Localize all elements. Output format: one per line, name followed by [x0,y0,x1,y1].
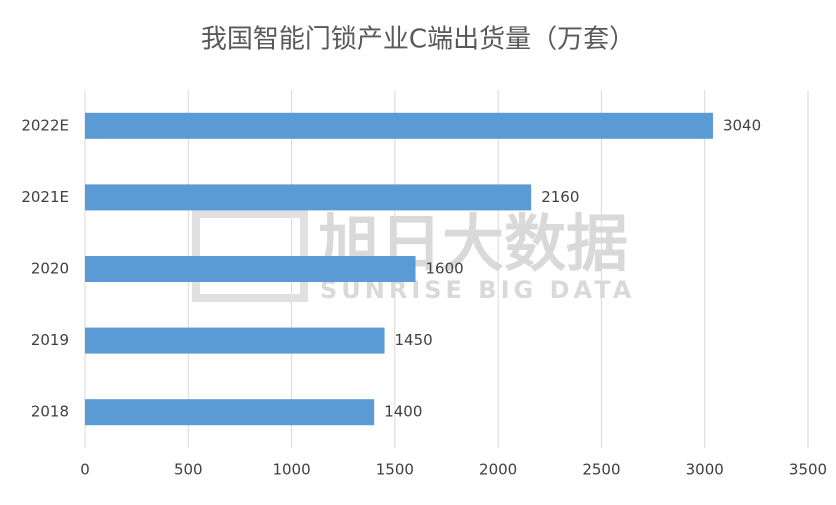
data-label: 3040 [723,116,761,134]
data-label: 1400 [384,403,422,421]
bar [85,327,385,354]
bar [85,256,416,282]
y-tick-label: 2018 [31,403,69,421]
x-tick-label: 3500 [789,461,827,479]
x-tick-label: 1500 [376,461,414,479]
bar [85,399,375,426]
x-tick-label: 0 [80,461,90,479]
y-tick-label: 2019 [31,331,69,349]
y-tick-label: 2022E [21,116,69,134]
data-label: 1600 [426,260,464,278]
y-tick-label: 2020 [31,260,69,278]
x-tick-label: 500 [174,461,203,479]
bar [85,112,713,139]
x-tick-label: 1000 [272,461,310,479]
data-label: 1450 [395,331,433,349]
x-tick-label: 2500 [582,461,620,479]
x-tick-label: 3000 [686,461,724,479]
bar [85,184,532,211]
x-tick-label: 2000 [479,461,517,479]
data-label: 2160 [541,188,579,206]
chart-title: 我国智能门锁产业C端出货量（万套） [201,25,635,55]
y-tick-label: 2021E [21,188,69,206]
